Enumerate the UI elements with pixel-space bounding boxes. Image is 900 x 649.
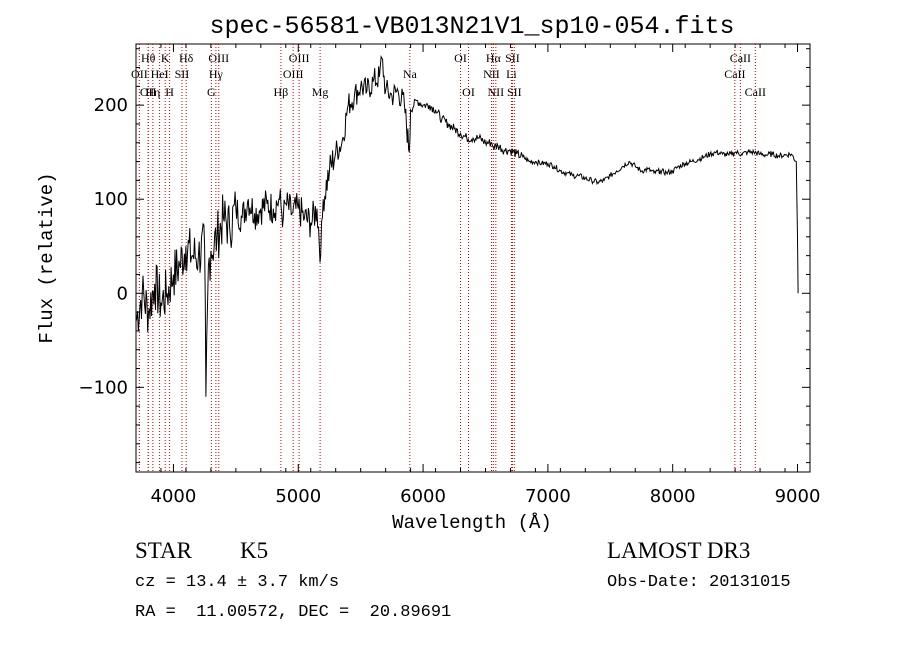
line-marker-label: OII [140,85,157,99]
x-tick-label: 4000 [151,486,197,507]
line-marker-label: Hδ [179,51,194,65]
line-marker-label: NII [483,67,500,81]
line-marker-label: Hη [145,85,160,99]
line-marker-label: Mg [312,85,329,99]
line-marker-label: CaII [730,51,751,65]
line-marker-label: Na [403,67,418,81]
chart-title: spec-56581-VB013N21V1_sp10-054.fits [209,12,734,41]
spectrum-layer [135,55,799,397]
line-marker-label: OI [454,51,467,65]
line-marker-label: OII [131,67,148,81]
x-axis-label: Wavelength (Å) [392,512,552,534]
line-marker-label: SII [507,85,522,99]
line-marker-label: OI [462,85,475,99]
line-marker-label: Hθ [141,51,156,65]
x-tick-label: 8000 [650,486,696,507]
x-tick-label: 5000 [275,486,321,507]
plot-frame [135,43,811,473]
survey-name: LAMOST DR3 [607,538,751,563]
line-marker-label: NII [488,85,505,99]
y-tick-label: −100 [79,377,128,398]
observation-date: Obs-Date: 20131015 [607,573,791,592]
coordinates: RA = 11.00572, DEC = 20.89691 [135,603,452,622]
line-marker-label: Hγ [209,67,224,81]
y-axis-label: Flux (relative) [36,172,58,343]
line-marker-label: SII [175,67,190,81]
line-marker-label: OIII [289,51,310,65]
spectrum-line [135,55,799,397]
line-marker-label: K [161,51,170,65]
line-marker-label: OIII [283,67,304,81]
y-tick-label: 200 [94,95,128,116]
spectral-subclass: K5 [240,538,269,563]
line-marker-label: H [165,85,174,99]
line-marker-label: Li [506,67,517,81]
line-marker-label: G [207,85,216,99]
line-marker-label: HeI [151,67,169,81]
y-tick-label: 100 [94,189,128,210]
line-marker-labels: OIIHθOIIHηHeIKHSIIHδGHγOIIIHβOIIIOIIIMgN… [131,51,766,99]
line-marker-label: CaII [724,67,745,81]
line-marker-label: Hα [486,51,502,65]
line-marker-label: SII [505,51,520,65]
redshift-cz: cz = 13.4 ± 3.7 km/s [135,573,340,592]
x-tick-label: 9000 [775,486,821,507]
line-marker-label: CaII [745,85,766,99]
object-type: STAR [135,538,192,563]
y-tick-label: 0 [117,283,128,304]
line-markers [138,44,756,472]
x-tick-label: 6000 [400,486,446,507]
x-axis-ticks: 4000 5000 6000 7000 8000 9000 [135,44,821,507]
y-axis-ticks: −100 0 100 200 [79,48,810,464]
line-marker-label: Hβ [274,85,289,99]
x-tick-label: 7000 [525,486,571,507]
line-marker-label: OIII [208,51,229,65]
